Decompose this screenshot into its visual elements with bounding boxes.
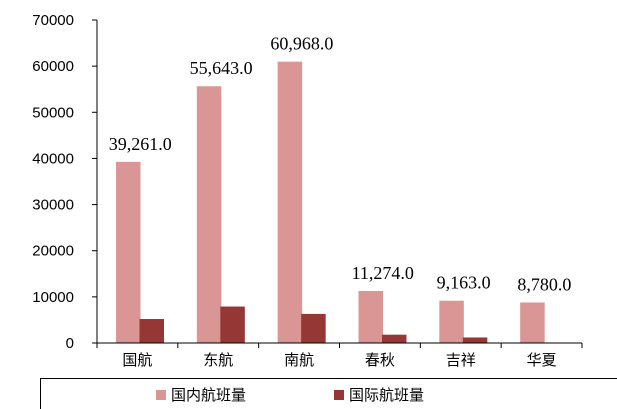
legend-swatch-international [334,390,344,400]
x-tick-label: 华夏 [527,351,557,369]
bar-domestic [520,302,545,343]
bar-domestic [439,300,464,343]
bar-domestic [116,161,141,343]
data-label: 55,643.0 [190,58,253,78]
data-label: 11,274.0 [352,263,414,283]
y-tick-label: 10000 [32,289,74,306]
x-tick-label: 国航 [122,351,152,369]
bar-international [301,313,326,343]
legend-swatch-domestic [156,390,166,400]
bar-domestic [358,290,383,343]
data-label: 60,968.0 [270,34,333,54]
x-tick-label: 东航 [203,351,233,369]
bar-international [139,319,164,343]
x-tick-label: 南航 [284,351,314,369]
bar-international [382,334,407,343]
data-label: 39,261.0 [109,134,172,154]
y-tick-label: 70000 [32,12,74,29]
y-tick-label: 30000 [32,197,74,214]
y-tick-label: 60000 [32,58,74,75]
legend-label-domestic: 国内航班量 [171,386,246,404]
bars [116,61,545,343]
bar-domestic [277,61,303,343]
bar-domestic [196,86,222,343]
data-label: 8,780.0 [517,274,571,294]
data-labels: 39,261.0 55,643.0 60,968.0 11,274.0 9,163.0 8… [109,34,572,295]
y-axis: 0 10000 20000 30000 40000 50000 60000 70000 [32,12,98,352]
x-tick-label: 春秋 [365,351,395,369]
bar-international [220,306,245,343]
x-axis: 国航 东航 南航 春秋 吉祥 华夏 [96,342,583,369]
y-tick-label: 40000 [32,150,74,167]
x-tick-label: 吉祥 [446,351,476,369]
legend-label-international: 国际航班量 [349,386,424,404]
y-tick-label: 20000 [32,243,74,260]
legend: 国内航班量 国际航班量 [40,378,617,409]
legend-box [40,378,617,409]
data-label: 9,163.0 [437,273,491,293]
y-tick-label: 0 [66,335,74,352]
bar-international [462,337,488,343]
y-tick-label: 50000 [32,104,74,121]
